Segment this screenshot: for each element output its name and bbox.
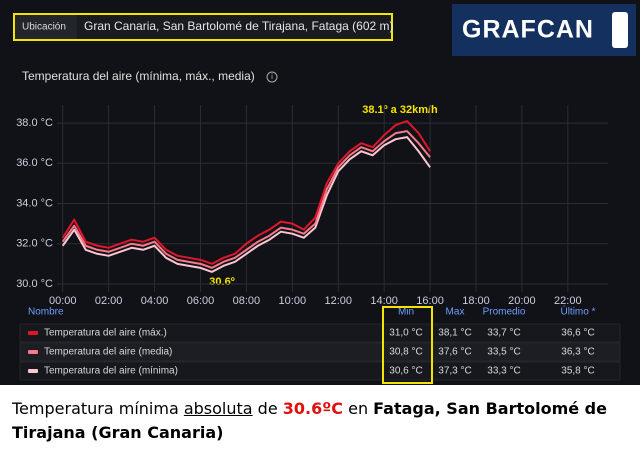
legend-row-bg bbox=[19, 323, 621, 343]
annotation: 38.1º a 32km/h bbox=[362, 104, 438, 116]
legend-stat: 30,8 °C bbox=[389, 347, 422, 358]
x-tick-label: 18:00 bbox=[462, 295, 490, 307]
logo-shield bbox=[612, 12, 628, 48]
info-icon bbox=[266, 71, 278, 83]
caption-value: 30.6ºC bbox=[282, 399, 344, 418]
y-tick-label: 30.0 °C bbox=[16, 278, 53, 290]
y-tick-label: 38.0 °C bbox=[16, 117, 53, 129]
legend-name: Temperatura del aire (mínima) bbox=[44, 366, 178, 377]
caption-text: absoluta bbox=[183, 399, 253, 418]
logo-box bbox=[452, 4, 636, 56]
legend-stat: 31,0 °C bbox=[389, 328, 422, 339]
caption-place: Fataga, San Bartolomé de Tirajana (Gran … bbox=[12, 399, 607, 442]
highlight-box bbox=[382, 306, 433, 384]
legend-header: Min bbox=[398, 307, 414, 318]
dashboard: Ubicación Gran Canaria, San Bartolomé de… bbox=[0, 0, 640, 385]
legend-row-bg bbox=[19, 361, 621, 381]
legend-stat: 36,3 °C bbox=[561, 347, 594, 358]
legend-stat: 33,3 °C bbox=[487, 366, 520, 377]
y-tick-label: 34.0 °C bbox=[16, 197, 53, 209]
legend-stat: 33,5 °C bbox=[487, 347, 520, 358]
background bbox=[0, 0, 640, 385]
x-tick-label: 20:00 bbox=[508, 295, 536, 307]
legend-header: Nombre bbox=[28, 307, 64, 318]
legend-swatch bbox=[28, 331, 38, 335]
caption-text: de bbox=[252, 399, 283, 418]
x-tick-label: 02:00 bbox=[95, 295, 123, 307]
y-tick-label: 32.0 °C bbox=[16, 238, 53, 250]
legend-stat: 37,3 °C bbox=[438, 366, 471, 377]
x-tick-label: 16:00 bbox=[416, 295, 444, 307]
location-label: Ubicación bbox=[22, 22, 66, 33]
logo: GRAFCAN bbox=[462, 16, 594, 44]
legend-stat: 36,6 °C bbox=[561, 328, 594, 339]
caption-text: en bbox=[343, 399, 374, 418]
location-label-bg bbox=[15, 15, 77, 39]
legend-name: Temperatura del aire (media) bbox=[44, 347, 172, 358]
x-tick-label: 08:00 bbox=[233, 295, 261, 307]
caption-text: Temperatura mínima bbox=[12, 399, 184, 418]
legend-stat: 30,6 °C bbox=[389, 366, 422, 377]
y-tick-label: 36.0 °C bbox=[16, 157, 53, 169]
legend-swatch bbox=[28, 369, 38, 373]
legend-header: Max bbox=[446, 307, 465, 318]
location: Gran Canaria, San Bartolomé de Tirajana,… bbox=[84, 19, 394, 33]
x-tick-label: 06:00 bbox=[187, 295, 215, 307]
x-tick-label: 00:00 bbox=[49, 295, 77, 307]
annotation: 30.6º bbox=[209, 276, 234, 288]
caption: Temperatura mínima absoluta de 30.6ºC en… bbox=[0, 385, 640, 457]
legend-stat: 38,1 °C bbox=[438, 328, 471, 339]
legend-stat: 35,8 °C bbox=[561, 366, 594, 377]
chart-title: Temperatura del aire (mínima, máx., medi… bbox=[22, 69, 255, 83]
series-line bbox=[61, 120, 431, 265]
legend-stat: 37,6 °C bbox=[438, 347, 471, 358]
legend-stat: 33,7 °C bbox=[487, 328, 520, 339]
x-tick-label: 10:00 bbox=[279, 295, 307, 307]
legend-row-bg bbox=[19, 342, 621, 362]
x-tick-label: 04:00 bbox=[141, 295, 169, 307]
legend-header: Promedio bbox=[483, 307, 526, 318]
legend-swatch bbox=[28, 350, 38, 354]
legend-name: Temperatura del aire (máx.) bbox=[44, 328, 167, 339]
info-icon-i: i bbox=[271, 72, 273, 81]
x-tick-label: 12:00 bbox=[324, 295, 352, 307]
x-tick-label: 22:00 bbox=[554, 295, 582, 307]
series-line bbox=[61, 130, 431, 269]
legend-header: Último * bbox=[560, 305, 595, 318]
series-line bbox=[61, 136, 431, 273]
x-tick-label: 14:00 bbox=[370, 295, 398, 307]
